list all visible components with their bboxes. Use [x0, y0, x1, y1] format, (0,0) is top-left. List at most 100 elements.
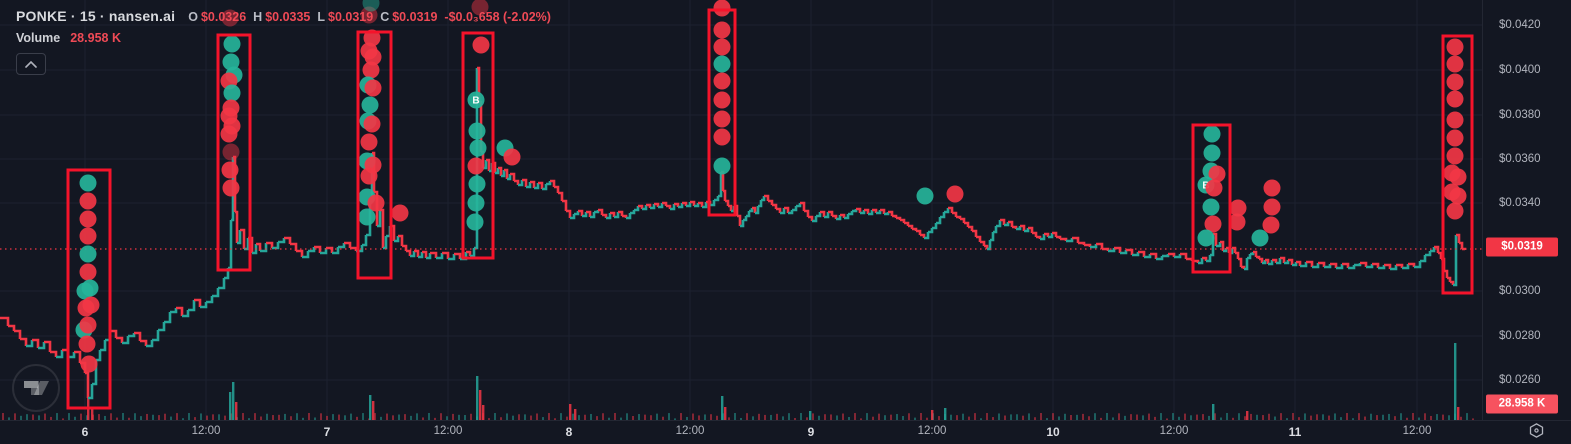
buy-signal-dot[interactable]	[79, 174, 97, 192]
buy-signal-dot[interactable]	[1251, 229, 1269, 247]
volume-spike-bar	[476, 376, 479, 420]
sell-signal-dot[interactable]	[1446, 129, 1464, 147]
buy-signal-dot[interactable]	[466, 213, 484, 231]
sell-signal-dot[interactable]	[363, 115, 381, 133]
sell-signal-dot[interactable]	[1446, 73, 1464, 91]
sell-signal-dot[interactable]	[364, 48, 382, 66]
buy-signal-dot[interactable]	[361, 96, 379, 114]
sell-signal-dot[interactable]	[1449, 168, 1467, 186]
symbol-title[interactable]: PONKE · 15 · nansen.ai	[16, 8, 176, 24]
sell-signal-dot[interactable]	[713, 91, 731, 109]
sell-signal-dot[interactable]	[360, 133, 378, 151]
sell-signal-dot[interactable]	[1262, 216, 1280, 234]
sell-signal-dot[interactable]	[360, 6, 378, 24]
sell-signal-dot[interactable]	[1263, 179, 1281, 197]
sell-signal-dot[interactable]	[222, 179, 240, 197]
sell-signal-dot[interactable]	[80, 355, 98, 373]
sell-signal-dot[interactable]	[1446, 55, 1464, 73]
sell-signal-dot[interactable]	[1229, 199, 1247, 217]
sell-signal-dot[interactable]	[1446, 202, 1464, 220]
buy-signal-dot[interactable]	[79, 245, 97, 263]
sell-signal-dot[interactable]	[1446, 38, 1464, 56]
sell-signal-dot[interactable]	[82, 296, 100, 314]
highlight-rectangle[interactable]	[1441, 34, 1474, 295]
sell-signal-dot[interactable]	[1446, 90, 1464, 108]
highlight-rectangle[interactable]	[1191, 123, 1232, 274]
sell-signal-dot[interactable]	[79, 316, 97, 334]
sell-signal-dot[interactable]	[220, 125, 238, 143]
collapse-legend-button[interactable]	[16, 53, 46, 75]
buy-signal-dot[interactable]	[222, 53, 240, 71]
sell-signal-dot[interactable]	[1208, 165, 1226, 183]
highlight-rectangle[interactable]	[356, 30, 393, 280]
sell-signal-dot[interactable]	[471, 0, 489, 16]
timezone-settings-button[interactable]	[1526, 423, 1546, 442]
sell-signal-dot[interactable]	[713, 0, 731, 17]
sell-signal-dot[interactable]	[364, 79, 382, 97]
sell-signal-dot[interactable]	[1449, 187, 1467, 205]
sell-signal-dot[interactable]	[367, 194, 385, 212]
buy-signal-dot[interactable]	[713, 157, 731, 175]
volume-bar	[188, 413, 190, 420]
price-candles-segment	[808, 215, 814, 221]
buy-signal-dot[interactable]	[358, 208, 376, 226]
sell-signal-dot[interactable]	[713, 128, 731, 146]
sell-signal-dot[interactable]	[79, 263, 97, 281]
buy-signal-dot[interactable]	[362, 0, 380, 12]
sell-signal-dot[interactable]	[467, 157, 485, 175]
price-axis-label: $0.0380	[1499, 109, 1541, 121]
sell-signal-dot[interactable]	[391, 204, 409, 222]
buy-signal-dot[interactable]	[81, 279, 99, 297]
sell-signal-dot[interactable]	[79, 210, 97, 228]
buy-signal-dot[interactable]	[467, 194, 485, 212]
sell-signal-dot[interactable]	[713, 38, 731, 56]
sell-signal-dot[interactable]	[472, 36, 490, 54]
sell-signal-dot[interactable]	[946, 185, 964, 203]
sell-signal-dot[interactable]	[79, 192, 97, 210]
highlight-rectangle[interactable]	[66, 168, 112, 410]
price-candles-segment	[718, 172, 723, 198]
highlight-rectangle[interactable]	[216, 33, 252, 272]
sell-signal-dot[interactable]	[713, 72, 731, 90]
sell-signal-dot[interactable]	[360, 167, 378, 185]
highlight-rectangle[interactable]	[461, 31, 495, 260]
volume-label[interactable]: Volume	[16, 31, 61, 45]
buy-signal-dot[interactable]	[223, 84, 241, 102]
buy-signal-dot[interactable]	[713, 55, 731, 73]
buy-signal-dot[interactable]	[223, 35, 241, 53]
buy-signal-dot[interactable]	[467, 91, 485, 109]
sell-signal-dot[interactable]	[713, 110, 731, 128]
price-candles-segment	[746, 211, 751, 218]
highlight-rectangle[interactable]	[707, 8, 737, 217]
buy-signal-dot[interactable]	[1203, 125, 1221, 143]
buy-signal-dot[interactable]	[1197, 229, 1215, 247]
sell-signal-dot[interactable]	[1446, 111, 1464, 129]
volume-bar	[296, 413, 298, 420]
sell-signal-dot[interactable]	[503, 148, 521, 166]
sell-signal-dot[interactable]	[713, 21, 731, 39]
sell-signal-dot[interactable]	[1263, 198, 1281, 216]
sell-signal-dot[interactable]	[1228, 213, 1246, 231]
sell-signal-dot[interactable]	[1205, 179, 1223, 197]
sell-signal-dot[interactable]	[1446, 147, 1464, 165]
sell-signal-dot[interactable]	[79, 227, 97, 245]
sell-signal-dot[interactable]	[1204, 215, 1222, 233]
buy-signal-dot[interactable]	[916, 187, 934, 205]
sell-signal-dot[interactable]	[222, 143, 240, 161]
sell-signal-dot[interactable]	[78, 335, 96, 353]
sell-signal-dot[interactable]	[363, 29, 381, 47]
buy-signal-dot[interactable]	[1203, 144, 1221, 162]
price-axis[interactable]: $0.0319 28.958 K $0.0420 $0.0400 $0.0380 $0…	[1482, 0, 1571, 420]
sell-signal-dot[interactable]	[221, 161, 239, 179]
price-candles-segment	[804, 209, 810, 217]
sell-signal-dot[interactable]	[362, 61, 380, 79]
sell-signal-dot[interactable]	[221, 9, 239, 27]
buy-signal-dot[interactable]	[468, 122, 486, 140]
buy-signal-dot[interactable]	[469, 139, 487, 157]
volume-spike-bar	[229, 392, 232, 420]
price-candles-segment	[916, 229, 922, 235]
buy-signal-dot[interactable]	[468, 175, 486, 193]
buy-signal-dot[interactable]	[1202, 198, 1220, 216]
time-axis[interactable]: 6 12:00 7 12:00 8 12:00 9 12:00 10 12:00 11 12:00	[0, 420, 1571, 444]
